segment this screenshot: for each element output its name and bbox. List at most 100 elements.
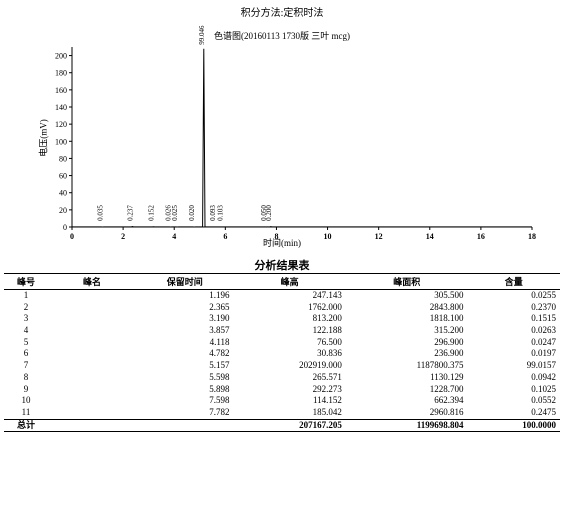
table-row: 11 7.782185.0422960.8160.2475 xyxy=(4,407,560,419)
table-cell: 10 xyxy=(4,395,48,407)
table-header-cell: 峰面积 xyxy=(346,274,468,290)
table-row: 2 2.3651762.0002843.8000.2370 xyxy=(4,302,560,314)
svg-text:80: 80 xyxy=(59,154,67,163)
table-cell: 99.0157 xyxy=(468,360,560,372)
svg-text:160: 160 xyxy=(55,86,67,95)
table-cell: 1.196 xyxy=(136,290,233,302)
table-cell xyxy=(48,384,136,396)
chromatogram-chart: 色谱图(20160113 1730版 三叶 mcg) 电压(mV) 时间(min… xyxy=(22,23,542,253)
table-cell: 1187800.375 xyxy=(346,360,468,372)
svg-text:140: 140 xyxy=(55,103,67,112)
svg-text:0.103: 0.103 xyxy=(217,205,225,221)
table-cell xyxy=(48,395,136,407)
table-cell: 292.273 xyxy=(233,384,345,396)
table-cell: 3.857 xyxy=(136,325,233,337)
table-header-cell: 峰名 xyxy=(48,274,136,290)
table-cell: 4.118 xyxy=(136,337,233,349)
table-cell: 7 xyxy=(4,360,48,372)
chart-svg: 0204060801001201401601802000246810121416… xyxy=(22,23,542,253)
table-cell xyxy=(48,290,136,302)
table-header-cell: 峰高 xyxy=(233,274,345,290)
table-cell: 30.836 xyxy=(233,348,345,360)
table-row: 64.78230.836236.9000.0197 xyxy=(4,348,560,360)
table-cell: 813.200 xyxy=(233,313,345,325)
table-cell: 1762.000 xyxy=(233,302,345,314)
table-total-cell: 207167.205 xyxy=(233,419,345,432)
table-row: 11.196247.143305.5000.0255 xyxy=(4,290,560,302)
table-cell: 202919.000 xyxy=(233,360,345,372)
table-cell: 1228.700 xyxy=(346,384,468,396)
table-total-cell: 100.0000 xyxy=(468,419,560,432)
table-cell: 76.500 xyxy=(233,337,345,349)
table-cell: 0.0263 xyxy=(468,325,560,337)
y-axis-label: 电压(mV) xyxy=(36,119,49,157)
svg-text:40: 40 xyxy=(59,189,67,198)
table-cell: 122.188 xyxy=(233,325,345,337)
table-cell: 662.394 xyxy=(346,395,468,407)
table-row: 75.157202919.0001187800.37599.0157 xyxy=(4,360,560,372)
x-axis-label: 时间(min) xyxy=(22,236,542,249)
table-cell: 114.152 xyxy=(233,395,345,407)
table-cell: 3.190 xyxy=(136,313,233,325)
table-header-cell: 保留时间 xyxy=(136,274,233,290)
results-table-title: 分析结果表 xyxy=(4,257,560,273)
table-row: 95.898292.2731228.7000.1025 xyxy=(4,384,560,396)
svg-text:180: 180 xyxy=(55,69,67,78)
table-cell: 2 xyxy=(4,302,48,314)
table-cell xyxy=(48,360,136,372)
table-cell: 4 xyxy=(4,325,48,337)
results-table: 峰号峰名保留时间峰高峰面积含量 11.196247.143305.5000.02… xyxy=(4,273,560,432)
svg-text:0.035: 0.035 xyxy=(97,205,105,221)
table-cell xyxy=(48,313,136,325)
table-cell: 296.900 xyxy=(346,337,468,349)
table-cell xyxy=(48,372,136,384)
svg-text:100: 100 xyxy=(55,137,67,146)
svg-text:0.020: 0.020 xyxy=(188,205,196,221)
table-row: 5 4.11876.500296.9000.0247 xyxy=(4,337,560,349)
table-cell: 0.0942 xyxy=(468,372,560,384)
svg-text:0.025: 0.025 xyxy=(171,205,179,221)
table-cell: 9 xyxy=(4,384,48,396)
chart-title: 色谱图(20160113 1730版 三叶 mcg) xyxy=(22,29,542,42)
table-header-row: 峰号峰名保留时间峰高峰面积含量 xyxy=(4,274,560,290)
table-cell: 6 xyxy=(4,348,48,360)
table-cell: 0.0247 xyxy=(468,337,560,349)
table-cell: 0.0255 xyxy=(468,290,560,302)
table-cell: 2960.816 xyxy=(346,407,468,419)
table-cell: 7.782 xyxy=(136,407,233,419)
table-total-cell: 总计 xyxy=(4,419,48,432)
table-total-row: 总计 207167.2051199698.804100.0000 xyxy=(4,419,560,432)
table-cell: 247.143 xyxy=(233,290,345,302)
table-cell xyxy=(48,407,136,419)
table-row: 43.857122.188315.2000.0263 xyxy=(4,325,560,337)
table-total-cell: 1199698.804 xyxy=(346,419,468,432)
table-cell xyxy=(48,325,136,337)
table-cell: 2.365 xyxy=(136,302,233,314)
svg-text:20: 20 xyxy=(59,206,67,215)
table-cell: 11 xyxy=(4,407,48,419)
table-cell: 185.042 xyxy=(233,407,345,419)
table-cell: 0.0197 xyxy=(468,348,560,360)
table-cell: 305.500 xyxy=(346,290,468,302)
svg-text:120: 120 xyxy=(55,120,67,129)
table-body: 11.196247.143305.5000.02552 2.3651762.000… xyxy=(4,290,560,420)
table-cell: 1130.129 xyxy=(346,372,468,384)
table-row: 85.598265.5711130.1290.0942 xyxy=(4,372,560,384)
table-cell: 4.782 xyxy=(136,348,233,360)
table-row: 107.598114.152662.3940.0552 xyxy=(4,395,560,407)
svg-text:0.152: 0.152 xyxy=(148,205,156,221)
table-cell: 0.2475 xyxy=(468,407,560,419)
table-cell: 265.571 xyxy=(233,372,345,384)
table-cell: 0.1515 xyxy=(468,313,560,325)
table-cell: 5 xyxy=(4,337,48,349)
table-cell xyxy=(48,302,136,314)
table-cell: 5.898 xyxy=(136,384,233,396)
table-cell: 0.2370 xyxy=(468,302,560,314)
svg-text:0.237: 0.237 xyxy=(126,205,134,221)
table-cell: 2843.800 xyxy=(346,302,468,314)
table-header-cell: 含量 xyxy=(468,274,560,290)
table-cell xyxy=(48,348,136,360)
method-header: 积分方法:定积时法 xyxy=(4,4,560,19)
table-cell: 5.598 xyxy=(136,372,233,384)
svg-text:60: 60 xyxy=(59,172,67,181)
